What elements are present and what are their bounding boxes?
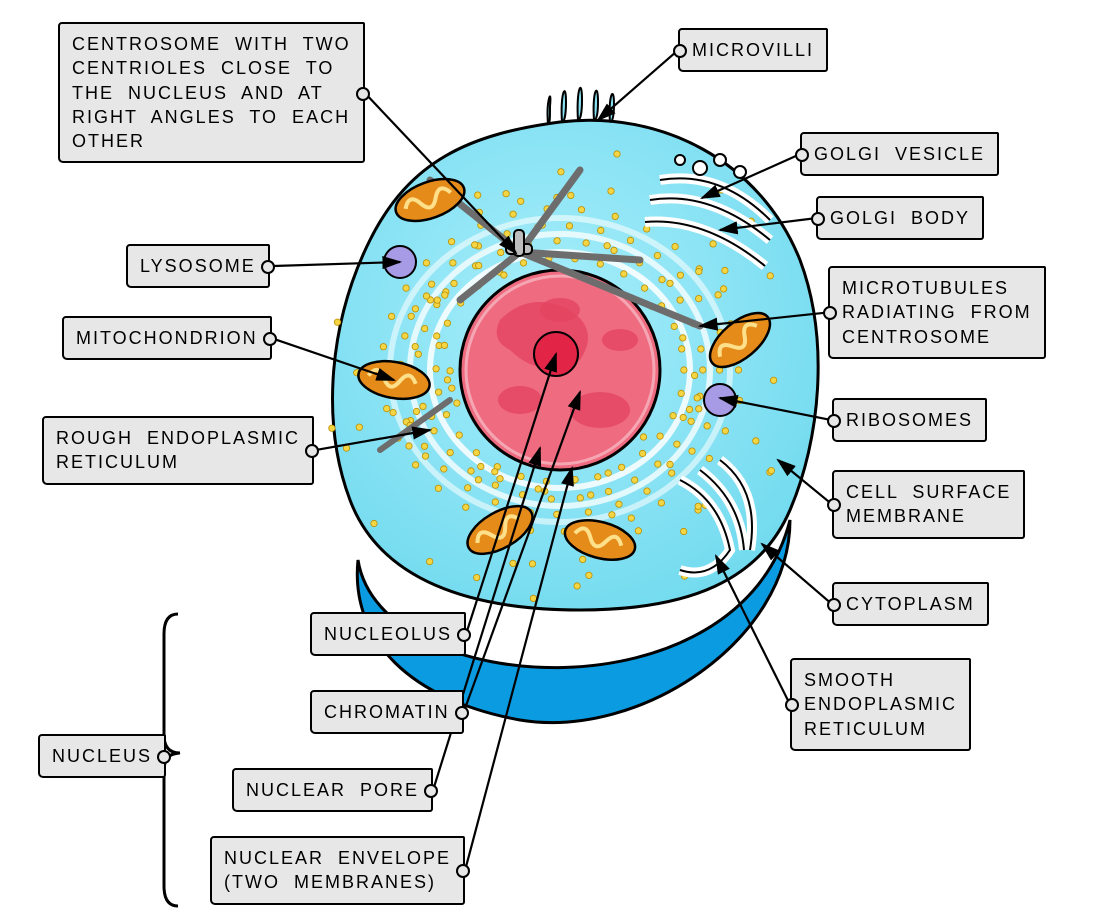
label-nucleolus: NUCLEOLUS	[310, 612, 466, 656]
label-microvilli: MICROVILLI	[678, 28, 828, 72]
label-golgi-vesicle: GOLGI VESICLE	[800, 132, 999, 176]
label-text: ROUGH ENDOPLASMIC RETICULUM	[56, 428, 300, 472]
label-centrosome: CENTROSOME WITH TWO CENTRIOLES CLOSE TO …	[58, 22, 365, 163]
label-ribosomes: RIBOSOMES	[832, 398, 987, 442]
label-text: NUCLEOLUS	[324, 624, 452, 644]
label-microtubules: MICROTUBULES RADIATING FROM CENTROSOME	[828, 266, 1046, 359]
label-golgi-body: GOLGI BODY	[816, 196, 984, 240]
label-text: GOLGI BODY	[830, 208, 970, 228]
label-cytoplasm: CYTOPLASM	[832, 582, 989, 626]
label-text: NUCLEAR ENVELOPE (TWO MEMBRANES)	[224, 848, 451, 892]
label-lysosome: LYSOSOME	[126, 244, 270, 288]
label-text: SMOOTH ENDOPLASMIC RETICULUM	[804, 670, 957, 739]
label-text: RIBOSOMES	[846, 410, 973, 430]
label-smooth-er: SMOOTH ENDOPLASMIC RETICULUM	[790, 658, 971, 751]
label-text: NUCLEAR PORE	[246, 780, 419, 800]
label-chromatin: CHROMATIN	[310, 690, 464, 734]
label-nucleus: NUCLEUS	[38, 734, 166, 778]
label-text: MICROTUBULES RADIATING FROM CENTROSOME	[842, 278, 1032, 347]
label-rough-er: ROUGH ENDOPLASMIC RETICULUM	[42, 416, 314, 485]
label-nuclear-envelope: NUCLEAR ENVELOPE (TWO MEMBRANES)	[210, 836, 465, 905]
label-text: CHROMATIN	[324, 702, 450, 722]
microvilli	[548, 88, 614, 124]
label-text: CYTOPLASM	[846, 594, 975, 614]
label-text: GOLGI VESICLE	[814, 144, 985, 164]
label-text: MICROVILLI	[692, 40, 814, 60]
label-text: CENTROSOME WITH TWO CENTRIOLES CLOSE TO …	[72, 34, 351, 151]
label-text: NUCLEUS	[52, 746, 152, 766]
label-mitochondrion: MITOCHONDRION	[62, 316, 272, 360]
label-text: MITOCHONDRION	[76, 328, 258, 348]
label-cell-membrane: CELL SURFACE MEMBRANE	[832, 470, 1025, 539]
label-text: LYSOSOME	[140, 256, 256, 276]
label-nuclear-pore: NUCLEAR PORE	[232, 768, 433, 812]
label-text: CELL SURFACE MEMBRANE	[846, 482, 1011, 526]
